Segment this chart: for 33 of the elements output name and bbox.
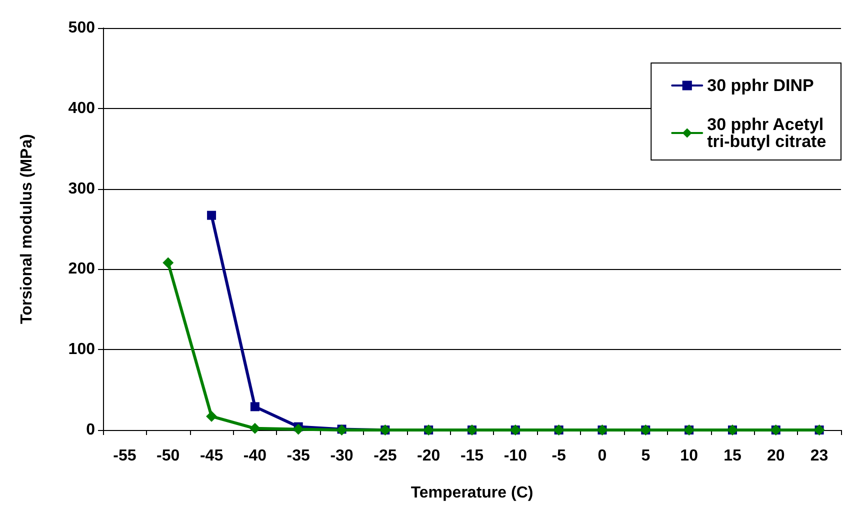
x-tick-label: -45 bbox=[200, 448, 224, 464]
x-tick-label: -20 bbox=[417, 448, 440, 464]
point bbox=[292, 424, 304, 435]
x-tick-label: -5 bbox=[552, 448, 566, 464]
point bbox=[206, 410, 218, 422]
x-tick-label: 5 bbox=[641, 448, 650, 464]
y-tick-label: 100 bbox=[68, 341, 96, 358]
legend-label: 30 pphr Acetyl tri-butyl citrate bbox=[707, 115, 828, 151]
y-tick-label: 200 bbox=[68, 260, 96, 278]
x-tick-label: -50 bbox=[156, 448, 180, 464]
legend-label: 30 pphr DINP bbox=[707, 76, 814, 95]
y-axis-title: Torsional modulus (MPa) bbox=[18, 134, 36, 324]
y-tick-label: 400 bbox=[68, 100, 96, 117]
x-tick-label: -40 bbox=[243, 448, 267, 464]
point bbox=[207, 210, 216, 220]
x-tick-label: -10 bbox=[504, 448, 528, 464]
y-tick-label: 300 bbox=[68, 180, 96, 198]
x-tick-label: 10 bbox=[680, 448, 698, 464]
y-tick-label: 0 bbox=[86, 422, 96, 438]
x-tick-label: -55 bbox=[113, 448, 136, 464]
point bbox=[250, 402, 260, 412]
x-tick-label: -15 bbox=[460, 448, 484, 464]
x-tick-label: -30 bbox=[330, 448, 354, 464]
x-tick-label: 23 bbox=[810, 448, 828, 464]
x-tick-label: 15 bbox=[724, 448, 742, 464]
x-tick-label: -35 bbox=[286, 448, 310, 464]
x-tick-label: 0 bbox=[598, 448, 607, 464]
x-tick-label: -25 bbox=[374, 448, 397, 464]
x-tick-label: 20 bbox=[766, 448, 785, 464]
point bbox=[249, 422, 260, 434]
y-tick-label: 500 bbox=[68, 20, 96, 36]
x-axis-title: Temperature (C) bbox=[410, 484, 534, 502]
point bbox=[162, 257, 174, 268]
